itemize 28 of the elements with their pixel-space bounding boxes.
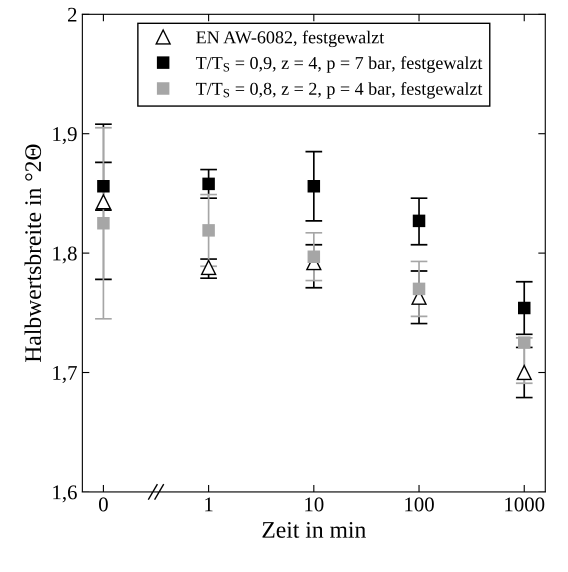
x-tick-label: 1 <box>205 497 213 512</box>
point <box>97 217 110 230</box>
x-tick-label: 10 <box>305 497 324 512</box>
x-tick-label: 1000 <box>505 497 544 512</box>
x-tick-label: 100 <box>405 497 434 512</box>
point <box>202 224 215 237</box>
y-tick-label: 1,7 <box>53 366 77 383</box>
y-tick-label: 2 <box>68 8 76 22</box>
point <box>308 180 320 192</box>
point <box>200 260 216 276</box>
point <box>96 194 112 210</box>
point <box>202 178 215 190</box>
point <box>518 302 530 314</box>
point <box>308 250 320 263</box>
legend-label: EN AW-6082, festgewalzt <box>196 30 384 48</box>
y-tick-label: 1,9 <box>53 127 77 144</box>
point <box>412 282 426 296</box>
point <box>97 180 110 192</box>
point <box>518 336 530 349</box>
y-tick-label: 1,6 <box>53 485 77 502</box>
legend-label: T/T$_{S}$ = 0,9, z = 4, p = 7 bar, festgewalzt <box>196 56 482 73</box>
legend-label: T/T$_{S}$ = 0,8, z = 2, p = 4 bar, festgewalzt <box>196 82 482 99</box>
x-axis-title: Zeit in min <box>262 522 366 538</box>
y-axis-title: Halbwertsbreite in °2Θ <box>24 144 42 362</box>
x-tick-label: 0 <box>98 497 108 512</box>
point <box>516 364 532 380</box>
y-tick-label: 1,8 <box>53 246 77 264</box>
point <box>412 214 426 228</box>
